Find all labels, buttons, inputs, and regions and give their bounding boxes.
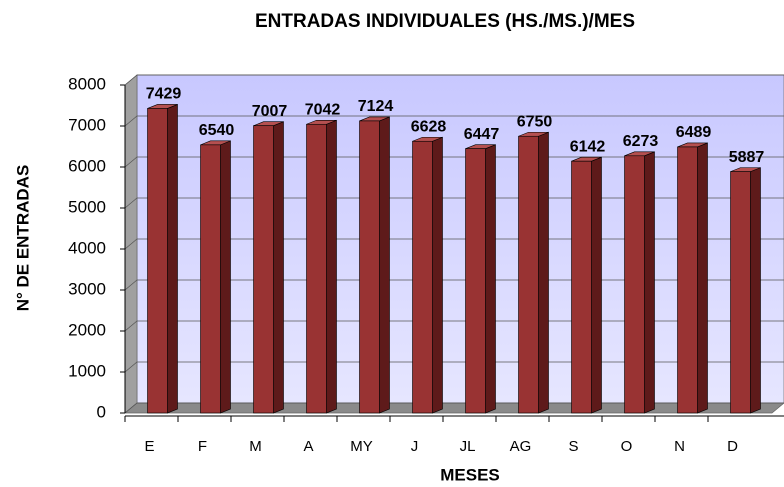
bar <box>518 131 549 414</box>
grid-line <box>124 320 784 332</box>
x-tick-label: A <box>303 438 313 455</box>
value-label: 7042 <box>305 101 341 118</box>
bar <box>359 116 390 414</box>
bar-front <box>730 171 751 414</box>
x-tick-label: MY <box>350 438 373 455</box>
value-label: 6273 <box>623 133 659 150</box>
chart-title: ENTRADAS INDIVIDUALES (HS./MS.)/MES <box>255 11 635 32</box>
bar-front <box>571 160 592 414</box>
bar <box>677 142 708 414</box>
bar-front <box>147 108 168 414</box>
x-tick-label: F <box>198 438 207 455</box>
bar-side <box>326 119 337 414</box>
bar-side <box>273 121 284 414</box>
bar-side <box>697 142 708 414</box>
grid-line <box>124 279 784 291</box>
bar-side <box>750 167 761 414</box>
value-label: 6628 <box>411 118 447 135</box>
y-tick-label: 8000 <box>68 74 106 93</box>
bar <box>412 136 443 414</box>
x-tick-label: O <box>621 438 633 455</box>
x-tick-label: N <box>674 438 685 455</box>
bar-side <box>485 144 496 414</box>
bar <box>200 140 231 414</box>
bar-side <box>591 156 602 414</box>
bar-front <box>412 140 433 414</box>
y-tick-label: 2000 <box>68 320 106 339</box>
bar-side <box>644 151 655 414</box>
y-tick-label: 1000 <box>68 361 106 380</box>
value-label: 7124 <box>358 98 394 115</box>
y-tick-label: 7000 <box>68 115 106 134</box>
y-tick-label: 3000 <box>68 279 106 298</box>
y-tick-label: 5000 <box>68 197 106 216</box>
value-label: 7007 <box>252 103 288 120</box>
bar-front <box>518 135 539 414</box>
bar <box>253 121 284 414</box>
y-tick-label: 4000 <box>68 238 106 257</box>
value-label: 6447 <box>464 126 500 143</box>
x-tick-label: M <box>249 438 262 455</box>
bar <box>624 151 655 414</box>
x-axis-label: MESES <box>440 465 500 484</box>
grid-line <box>124 74 784 86</box>
bar-front <box>253 125 274 414</box>
value-label: 6489 <box>676 124 712 141</box>
value-label: 5887 <box>729 149 765 166</box>
bar <box>571 156 602 414</box>
bar-side <box>538 131 549 414</box>
bar-side <box>167 103 178 414</box>
bar <box>147 103 178 414</box>
value-label: 6750 <box>517 113 553 130</box>
x-tick-label: AG <box>510 438 532 455</box>
bar <box>306 119 337 414</box>
bar-front <box>306 123 327 414</box>
y-tick-label: 6000 <box>68 156 106 175</box>
bar-front <box>677 146 698 414</box>
bar-front <box>359 120 380 414</box>
grid-line <box>124 238 784 250</box>
value-label: 6540 <box>199 122 235 139</box>
y-axis-label: N° DE ENTRADAS <box>13 165 32 312</box>
grid-line <box>124 402 784 414</box>
x-tick-label: S <box>568 438 578 455</box>
x-tick-label: JL <box>460 438 476 455</box>
y-tick-label: 0 <box>97 402 106 421</box>
bar-side <box>379 116 390 414</box>
grid-line <box>124 156 784 168</box>
x-tick-label: D <box>727 438 738 455</box>
bar-front <box>200 144 221 414</box>
x-tick-label: J <box>411 438 419 455</box>
x-tick-label: E <box>144 438 154 455</box>
bar-front <box>465 148 486 414</box>
bar <box>730 167 761 414</box>
bar-front <box>624 155 645 414</box>
value-label: 7429 <box>146 86 182 103</box>
grid-line <box>124 361 784 373</box>
value-label: 6142 <box>570 138 606 155</box>
bar-side <box>220 140 231 414</box>
grid-line <box>124 115 784 127</box>
bar-side <box>432 136 443 414</box>
grid-line <box>124 197 784 209</box>
bar <box>465 144 496 414</box>
